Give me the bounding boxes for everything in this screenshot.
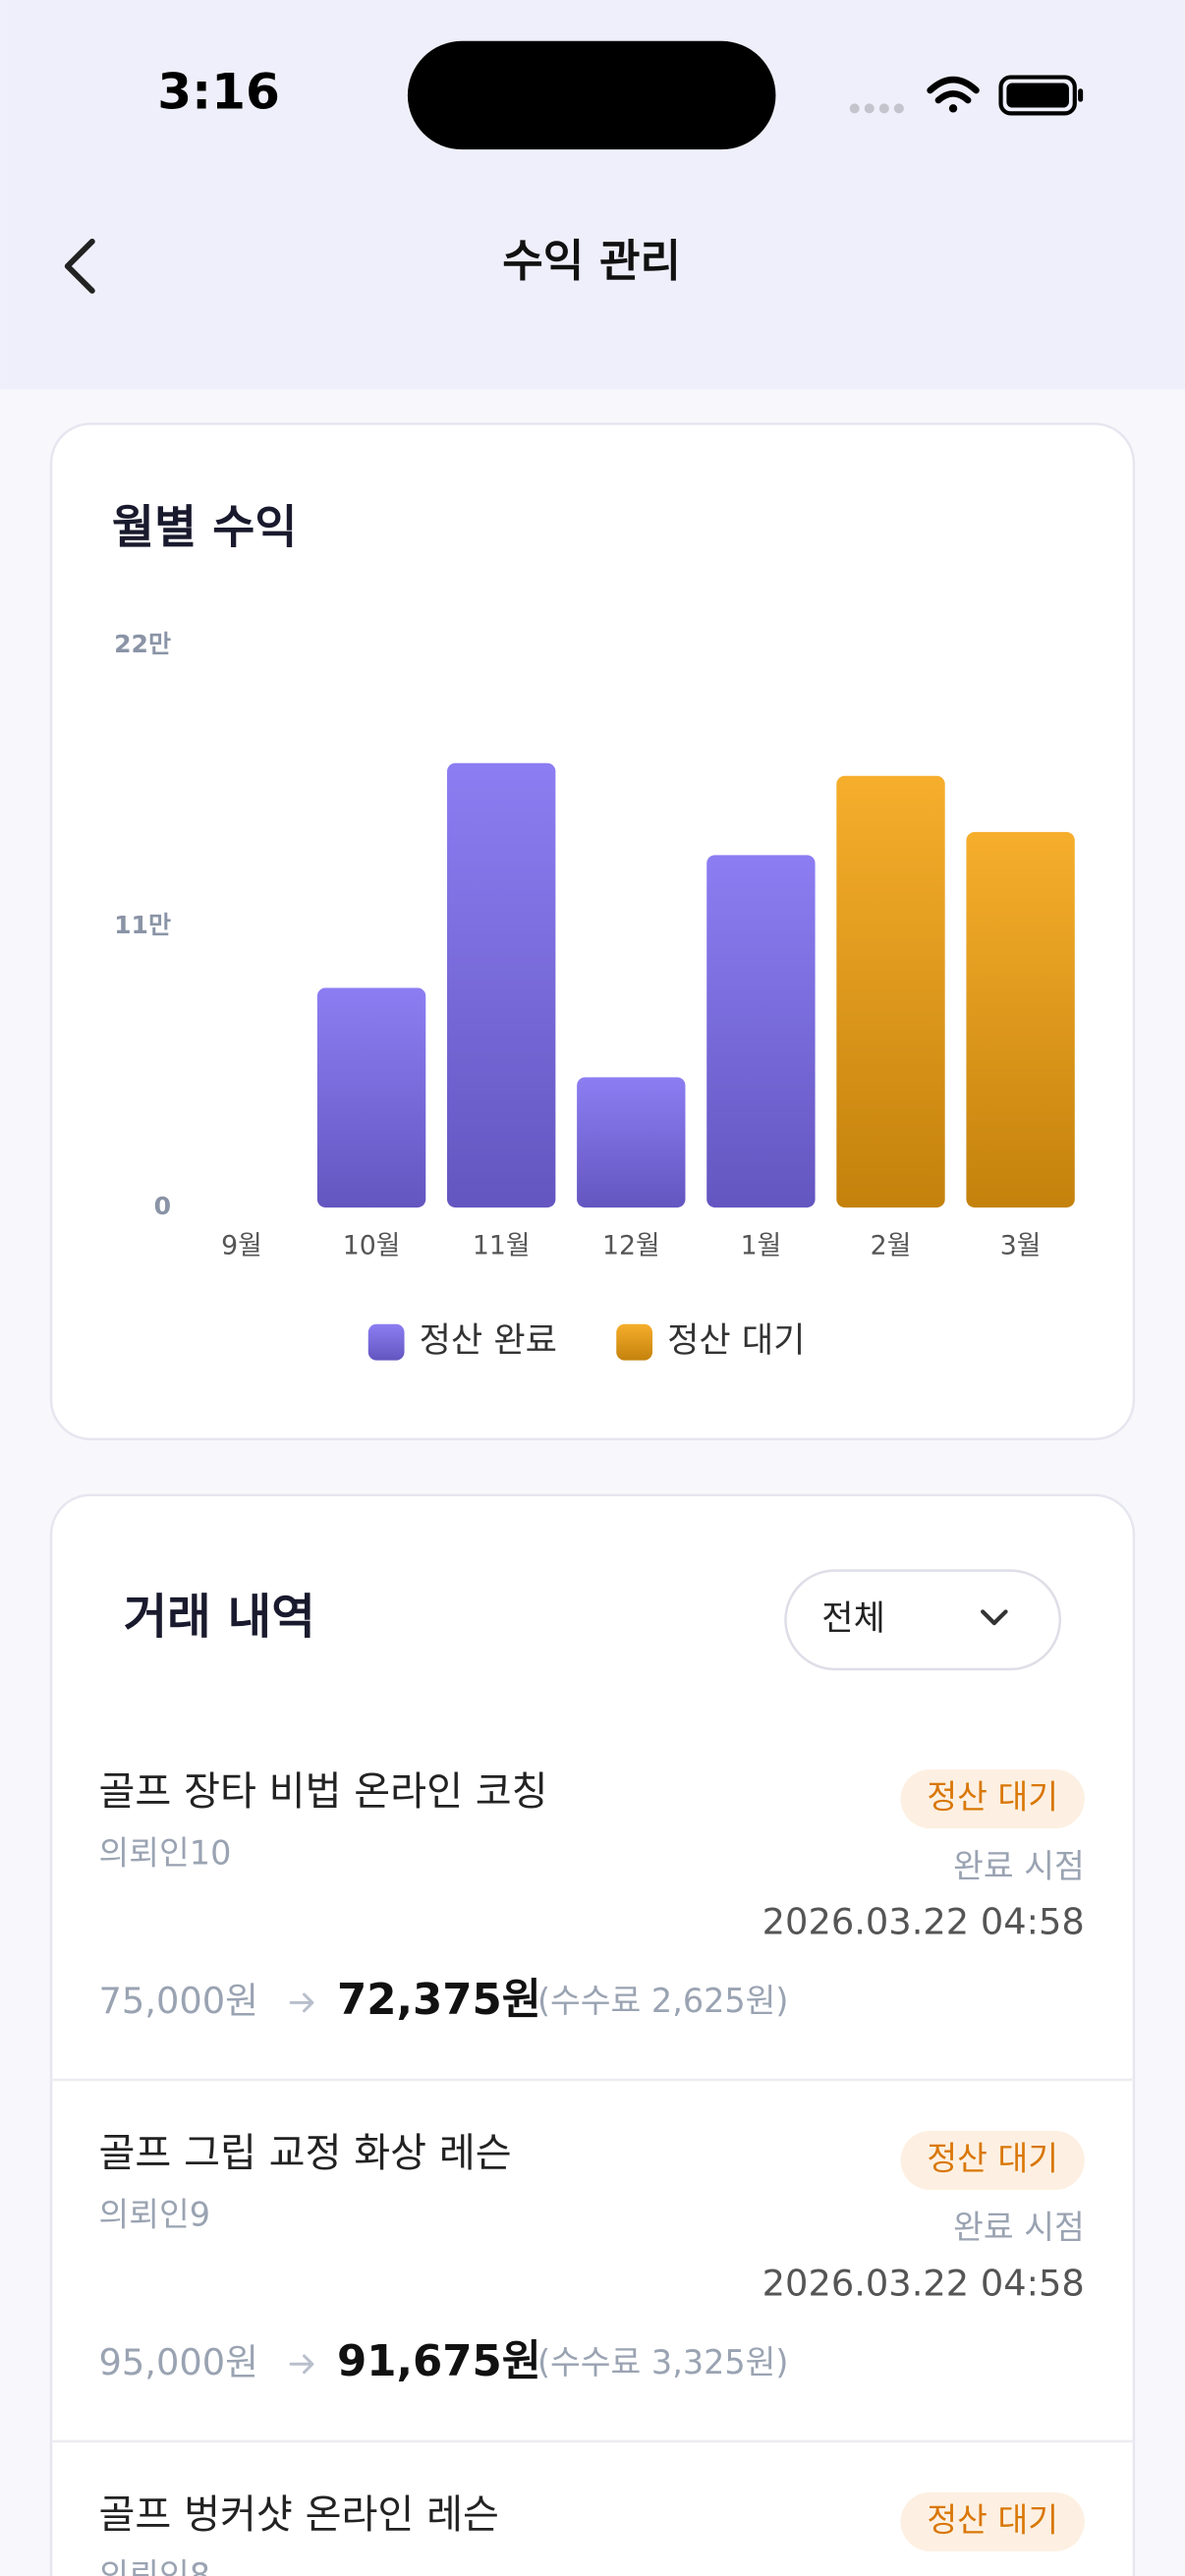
x-tick-label: 3월 xyxy=(1000,1231,1042,1261)
x-tick-label: 10월 xyxy=(343,1231,401,1261)
completed-label: 완료 시점 xyxy=(953,2209,1085,2247)
status-time: 3:16 xyxy=(157,62,280,120)
fee: (수수료 2,625원) xyxy=(537,1982,789,2020)
completed-at: 2026.03.22 04:58 xyxy=(762,1901,1085,1943)
dynamic-island xyxy=(407,40,776,150)
legend-label: 정산 대기 xyxy=(667,1320,805,1361)
chart-title: 월별 수익 xyxy=(112,502,298,555)
original-amount: 95,000원 xyxy=(99,2341,258,2383)
bar xyxy=(316,987,426,1208)
item-client: 의뢰인9 xyxy=(99,2195,211,2233)
bar xyxy=(706,855,816,1208)
legend-swatch xyxy=(367,1323,405,1361)
item-client: 의뢰인10 xyxy=(99,1833,232,1872)
arrow-icon xyxy=(289,2354,314,2375)
bar xyxy=(966,831,1075,1208)
status-label: 정산 대기 xyxy=(927,2500,1058,2539)
filter-dropdown[interactable] xyxy=(784,1569,1061,1671)
page-title: 수익 관리 xyxy=(502,235,681,287)
status-label: 정산 대기 xyxy=(927,1778,1058,1817)
transactions-card xyxy=(49,1493,1136,2576)
completed-label: 완료 시점 xyxy=(953,1847,1085,1885)
original-amount: 75,000원 xyxy=(99,1980,258,2022)
status-badge xyxy=(900,1768,1085,1829)
legend-label: 정산 완료 xyxy=(420,1320,557,1361)
fee: (수수료 3,325원) xyxy=(537,2343,789,2381)
dropdown-chevron xyxy=(981,1609,1008,1626)
x-tick-label: 1월 xyxy=(741,1231,782,1261)
x-tick-label: 11월 xyxy=(473,1231,531,1261)
section-title: 거래 내역 xyxy=(124,1590,315,1645)
status-badge xyxy=(900,2492,1085,2551)
y-tick-label: 11만 xyxy=(114,911,171,939)
status-badge xyxy=(900,2130,1085,2191)
completed-at: 2026.03.22 04:58 xyxy=(762,2263,1085,2305)
x-tick-label: 9월 xyxy=(221,1231,262,1261)
item-title: 골프 벙커샷 온라인 레슨 xyxy=(99,2492,499,2538)
item-title: 골프 장타 비법 온라인 코칭 xyxy=(99,1769,548,1815)
back-button[interactable] xyxy=(64,238,95,294)
x-tick-label: 12월 xyxy=(602,1231,660,1261)
bar xyxy=(447,762,556,1208)
y-tick-label: 0 xyxy=(154,1192,171,1220)
signal-icon xyxy=(849,103,904,114)
bar xyxy=(577,1077,686,1208)
filter-label: 전체 xyxy=(821,1598,885,1639)
item-client: 의뢰인8 xyxy=(99,2556,211,2576)
battery-icon xyxy=(998,75,1084,116)
net-amount: 91,675원 xyxy=(337,2337,541,2386)
x-tick-label: 2월 xyxy=(871,1231,912,1261)
item-title: 골프 그립 교정 화상 레슨 xyxy=(99,2131,512,2176)
bar xyxy=(836,775,945,1208)
y-tick-label: 22만 xyxy=(114,630,171,658)
status-label: 정산 대기 xyxy=(927,2139,1058,2177)
arrow-icon xyxy=(289,1992,314,2013)
wifi-icon xyxy=(927,76,980,113)
legend-swatch xyxy=(616,1323,653,1361)
net-amount: 72,375원 xyxy=(337,1976,541,2025)
